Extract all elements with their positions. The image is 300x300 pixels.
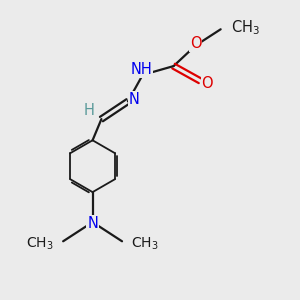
Text: NH: NH	[130, 62, 152, 77]
Text: O: O	[202, 76, 213, 91]
Text: CH$_3$: CH$_3$	[26, 236, 54, 252]
Text: N: N	[87, 216, 98, 231]
Text: CH$_3$: CH$_3$	[131, 236, 159, 252]
Text: CH$_3$: CH$_3$	[231, 19, 260, 37]
Text: H: H	[84, 103, 94, 118]
Text: N: N	[129, 92, 140, 106]
Text: O: O	[190, 37, 202, 52]
